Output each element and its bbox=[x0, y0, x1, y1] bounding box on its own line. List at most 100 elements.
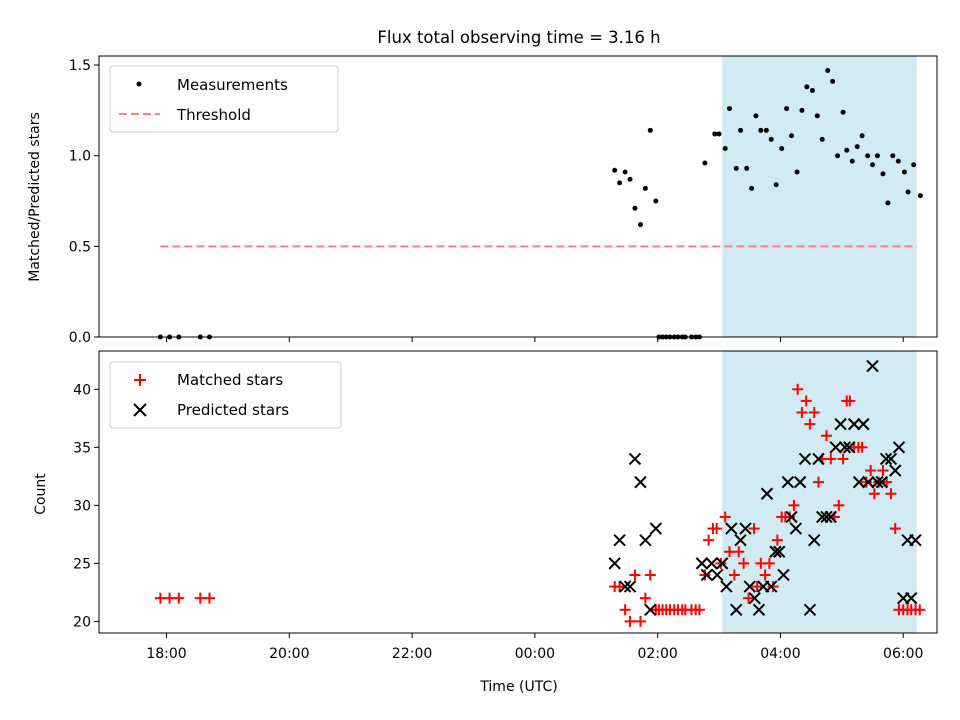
bottom-axes-frame bbox=[98, 350, 938, 634]
matched-star-point bbox=[877, 465, 889, 477]
predicted-star-point bbox=[871, 475, 884, 489]
measurement-point bbox=[753, 113, 759, 119]
x-axis-label: Time (UTC) bbox=[479, 679, 557, 695]
measurement-point bbox=[865, 153, 871, 159]
predicted-star-point bbox=[892, 441, 906, 454]
matched-star-point bbox=[800, 395, 812, 407]
predicted-star-point bbox=[720, 580, 733, 593]
predicted-star-point bbox=[628, 452, 642, 466]
predicted-star-point bbox=[649, 522, 663, 535]
predicted-star-point bbox=[803, 603, 817, 616]
matched-star-point bbox=[889, 523, 901, 535]
matched-star-point bbox=[804, 418, 816, 430]
measurement-point bbox=[738, 127, 744, 133]
predicted-star-point bbox=[769, 545, 782, 558]
matched-star-point bbox=[699, 569, 711, 581]
legend-predicted-label: Predicted stars bbox=[177, 401, 289, 419]
measurement-point bbox=[917, 193, 923, 199]
y-tick-label: 25 bbox=[73, 556, 91, 572]
predicted-star-point bbox=[644, 603, 657, 616]
predicted-star-point bbox=[866, 359, 879, 373]
predicted-star-point bbox=[608, 557, 621, 570]
measurement-point bbox=[809, 87, 815, 93]
measurement-point bbox=[744, 165, 750, 171]
measurement-point bbox=[637, 222, 643, 228]
predicted-star-point bbox=[695, 557, 709, 570]
matched-star-point bbox=[837, 453, 849, 465]
legend-matched-marker bbox=[134, 374, 146, 386]
matched-star-point bbox=[154, 592, 166, 604]
matched-star-point bbox=[723, 546, 735, 558]
matched-star-point bbox=[763, 557, 775, 569]
legend-bottom: Matched stars Predicted stars bbox=[109, 361, 342, 429]
matched-star-point bbox=[719, 511, 731, 523]
x-tick-label: 02:00 bbox=[637, 646, 677, 662]
predicted-star-point bbox=[785, 510, 798, 524]
measurement-point bbox=[880, 171, 886, 177]
top-y-axis-label: Matched/Predicted stars bbox=[27, 112, 43, 282]
predicted-star-point bbox=[879, 452, 893, 466]
measurement-point bbox=[722, 145, 728, 151]
predicted-star-point bbox=[618, 580, 632, 593]
predicted-star-point bbox=[889, 464, 902, 477]
predicted-star-point bbox=[789, 522, 803, 535]
measurement-point bbox=[911, 162, 917, 168]
measurement-point bbox=[825, 68, 831, 74]
matched-star-point bbox=[788, 499, 800, 511]
measurement-point bbox=[874, 153, 880, 159]
matched-star-point bbox=[173, 592, 185, 604]
top-panel: 0.0 0.5 1.0 1.5 Matched/Predicted stars Mea… bbox=[27, 55, 938, 346]
matched-star-point bbox=[808, 407, 820, 419]
matched-star-point bbox=[784, 511, 796, 523]
predicted-star-point bbox=[752, 603, 766, 616]
predicted-star-point bbox=[808, 533, 821, 547]
measurement-point bbox=[789, 133, 795, 139]
predicted-star-point bbox=[743, 580, 756, 593]
measurement-point bbox=[804, 84, 810, 90]
matched-star-point bbox=[820, 430, 832, 442]
matched-star-point bbox=[614, 581, 626, 593]
measurement-point bbox=[905, 189, 911, 195]
measurement-point bbox=[779, 145, 785, 151]
x-tick-label: 22:00 bbox=[392, 646, 432, 662]
matched-star-point bbox=[743, 592, 755, 604]
predicted-star-point bbox=[734, 533, 747, 547]
predicted-star-point bbox=[725, 522, 738, 535]
bottom-x-ticks: 18:00 20:00 22:00 00:00 02:00 04:00 06:00 bbox=[146, 633, 923, 662]
predicted-star-point bbox=[862, 475, 875, 489]
predicted-star-point bbox=[711, 568, 724, 582]
predicted-star-point bbox=[847, 417, 861, 431]
matched-star-point bbox=[844, 395, 856, 407]
count-marks bbox=[154, 359, 926, 627]
legend-measurements-marker bbox=[136, 81, 142, 87]
matched-star-point bbox=[796, 407, 808, 419]
measurement-point bbox=[885, 200, 891, 206]
measurement-point bbox=[726, 106, 732, 112]
predicted-star-point bbox=[843, 441, 856, 454]
measurement-point bbox=[716, 131, 722, 137]
measurement-point bbox=[768, 136, 774, 142]
matched-star-point bbox=[619, 604, 631, 616]
y-tick-label: 20 bbox=[73, 614, 91, 630]
predicted-star-point bbox=[857, 417, 870, 431]
x-tick-label: 18:00 bbox=[146, 646, 186, 662]
measurement-point bbox=[814, 113, 820, 119]
matched-star-point bbox=[204, 592, 216, 604]
measurement-point bbox=[773, 182, 779, 188]
measurement-point bbox=[830, 78, 836, 84]
predicted-star-point bbox=[875, 475, 888, 489]
measurement-point bbox=[895, 158, 901, 164]
matched-star-point bbox=[733, 546, 745, 558]
matched-star-point bbox=[693, 604, 705, 616]
predicted-star-point bbox=[781, 475, 795, 489]
measurement-point bbox=[844, 147, 850, 153]
measurement-point bbox=[702, 160, 708, 166]
matched-star-point bbox=[771, 534, 783, 546]
predicted-star-point bbox=[773, 545, 786, 558]
predicted-star-point bbox=[715, 557, 729, 570]
legend-matched-label: Matched stars bbox=[177, 371, 283, 389]
measurement-point bbox=[642, 185, 648, 191]
measurement-point bbox=[712, 131, 718, 137]
legend-threshold-label: Threshold bbox=[176, 106, 251, 124]
